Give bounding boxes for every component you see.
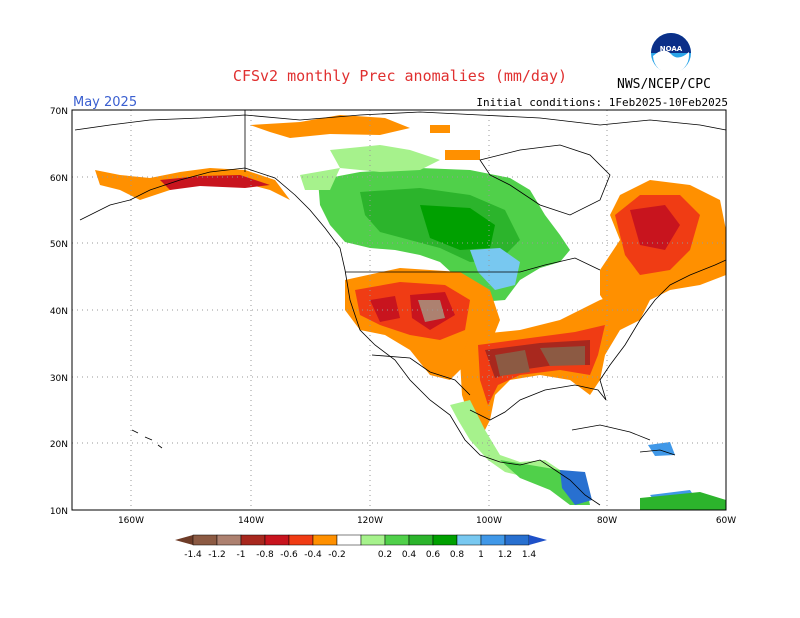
dry-anomaly-west-max bbox=[418, 300, 445, 322]
noaa-logo-icon: NOAA bbox=[651, 33, 691, 74]
lat-label: 30N bbox=[50, 374, 68, 384]
wet-anomaly-sa bbox=[640, 492, 726, 510]
wet-anomaly-lakes bbox=[470, 248, 520, 290]
legend-label: 1 bbox=[478, 550, 484, 560]
legend-swatch bbox=[504, 534, 530, 546]
lat-label: 10N bbox=[50, 507, 68, 517]
lat-label: 70N bbox=[50, 107, 68, 117]
legend-swatch bbox=[312, 534, 338, 546]
legend-label: -0.8 bbox=[256, 550, 274, 560]
wet-anomaly-mexico bbox=[450, 400, 560, 485]
legend-swatch bbox=[288, 534, 314, 546]
legend-label: -0.2 bbox=[328, 550, 346, 560]
legend-swatch bbox=[336, 534, 362, 546]
dry-anomaly-alaska-core bbox=[160, 175, 270, 190]
legend-swatch bbox=[192, 534, 218, 546]
dry-anomaly-northeast-core bbox=[615, 195, 700, 275]
wet-anomaly-peak bbox=[420, 205, 495, 250]
dry-anomaly-southeast bbox=[460, 290, 640, 440]
legend-swatch bbox=[216, 534, 242, 546]
dry-anomaly-patch2 bbox=[430, 125, 450, 133]
wet-anomaly-canada bbox=[318, 168, 570, 302]
dry-anomaly-west-core bbox=[355, 282, 470, 340]
legend-swatch bbox=[408, 534, 434, 546]
lon-label: 80W bbox=[597, 516, 617, 526]
lat-label: 40N bbox=[50, 307, 68, 317]
dry-anomaly-west bbox=[345, 268, 500, 380]
legend-arrow-left bbox=[175, 535, 193, 545]
legend-label: 0.6 bbox=[426, 550, 441, 560]
wet-anomaly-caribbean bbox=[648, 442, 700, 508]
noaa-logo-text: NOAA bbox=[660, 45, 683, 53]
lon-label: 100W bbox=[476, 516, 502, 526]
initial-conditions: Initial conditions: 1Feb2025-10Feb2025 bbox=[476, 96, 728, 109]
us-border bbox=[244, 110, 601, 396]
forecast-month: May 2025 bbox=[73, 95, 138, 110]
color-legend: -1.4 -1.2 -1 -0.8 -0.6 -0.4 -0.2 0.2 0.4 0.6 0.8 1 1… bbox=[175, 534, 547, 560]
coastlines bbox=[74, 111, 727, 506]
legend-label: 0.4 bbox=[402, 550, 417, 560]
legend-label: -0.6 bbox=[280, 550, 298, 560]
lat-label: 50N bbox=[50, 240, 68, 250]
legend-label: -1.2 bbox=[208, 550, 226, 560]
legend-arrow-right bbox=[529, 535, 547, 545]
map-frame bbox=[71, 109, 727, 511]
wet-anomaly-central-america bbox=[500, 460, 590, 505]
dry-anomaly-northeast-peak bbox=[630, 205, 680, 250]
lon-label: 140W bbox=[238, 516, 264, 526]
legend-swatch bbox=[240, 534, 266, 546]
dry-anomaly-southeast-max bbox=[495, 346, 585, 376]
lon-labels: 160W 140W 120W 100W 80W 60W bbox=[118, 516, 736, 526]
lon-label: 60W bbox=[716, 516, 736, 526]
lat-label: 60N bbox=[50, 174, 68, 184]
legend-label: 1.2 bbox=[498, 550, 512, 560]
dry-anomaly-arctic bbox=[250, 115, 410, 138]
map-title: CFSv2 monthly Prec anomalies (mm/day) bbox=[232, 67, 568, 85]
legend-swatch bbox=[456, 534, 482, 546]
dry-anomaly-alaska bbox=[95, 168, 290, 200]
wet-anomaly-light bbox=[300, 145, 440, 190]
lon-label: 120W bbox=[357, 516, 383, 526]
legend-swatch bbox=[384, 534, 410, 546]
lat-labels: 70N 60N 50N 40N 30N 20N 10N bbox=[50, 107, 68, 517]
dry-anomaly-southeast-peak bbox=[485, 340, 590, 378]
anomaly-field bbox=[95, 115, 726, 510]
dry-anomaly-west-peak bbox=[370, 292, 455, 330]
legend-label: 0.8 bbox=[450, 550, 465, 560]
legend-label: -1 bbox=[237, 550, 246, 560]
lon-label: 160W bbox=[118, 516, 144, 526]
graticule bbox=[72, 110, 726, 510]
legend-swatch bbox=[264, 534, 290, 546]
legend-label: -1.4 bbox=[184, 550, 202, 560]
legend-label: 1.4 bbox=[522, 550, 537, 560]
dry-anomaly-southeast-core bbox=[478, 325, 605, 405]
dry-anomaly-patch bbox=[445, 150, 480, 160]
legend-label: 0.2 bbox=[378, 550, 392, 560]
wet-anomaly-core bbox=[360, 188, 520, 262]
legend-label: -0.4 bbox=[304, 550, 322, 560]
wet-anomaly-central-america-peak bbox=[560, 470, 592, 505]
agency-label: NWS/NCEP/CPC bbox=[617, 77, 711, 92]
legend-swatch bbox=[480, 534, 506, 546]
dry-anomaly-northeast bbox=[600, 180, 726, 330]
legend-swatch bbox=[432, 534, 458, 546]
lat-label: 20N bbox=[50, 440, 68, 450]
legend-swatch bbox=[360, 534, 386, 546]
